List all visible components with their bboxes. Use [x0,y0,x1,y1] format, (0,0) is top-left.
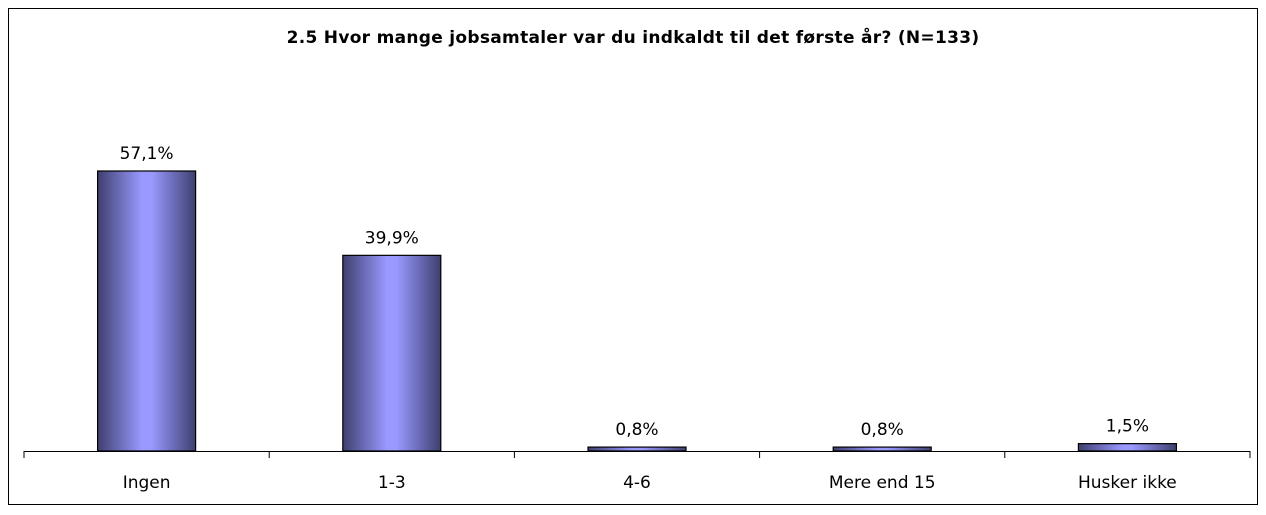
x-tick-label: Husker ikke [1078,473,1177,493]
data-label: 0,8% [861,420,904,440]
chart-title: 2.5 Hvor mange jobsamtaler var du indkal… [287,26,980,48]
bar [96,170,197,452]
bar [1077,443,1178,452]
x-tick-label: 4-6 [623,473,651,493]
data-label: 39,9% [365,228,419,248]
data-label: 1,5% [1106,417,1149,437]
x-tick-label: 1-3 [378,473,406,493]
bar [342,254,442,452]
chart-frame [8,8,1258,505]
bar [587,446,687,452]
data-label: 57,1% [120,144,174,164]
data-label: 0,8% [615,420,658,440]
bar [832,446,932,452]
x-tick-label: Ingen [123,473,171,493]
x-tick-label: Mere end 15 [829,473,936,493]
